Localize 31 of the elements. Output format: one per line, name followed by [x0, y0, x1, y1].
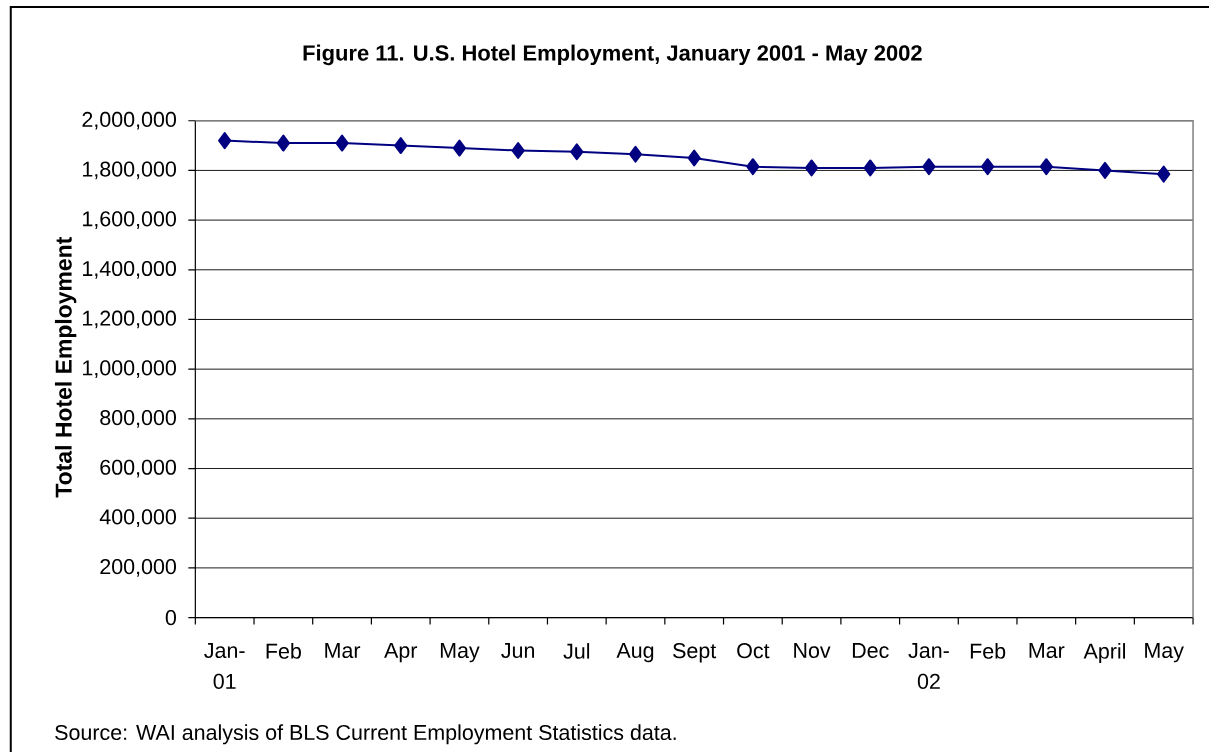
y-tick-label: 2,000,000 [82, 111, 176, 130]
y-tick-label: 400,000 [99, 509, 176, 527]
x-tick-label: April [1083, 642, 1126, 663]
x-tick-label: Feb [266, 642, 301, 659]
x-tick-label: Apr [384, 642, 418, 663]
y-tick-label: 1,200,000 [83, 310, 176, 329]
x-tick-label: Sept [673, 642, 717, 663]
x-tick-label: Dec [852, 642, 889, 658]
x-tick-label: Mar [325, 642, 361, 658]
x-tick-label: Aug [616, 642, 654, 663]
x-tick-label: Nov [794, 642, 831, 658]
x-tick-label: Feb [970, 642, 1006, 659]
y-tick-label: 1,600,000 [83, 211, 176, 229]
source-note: Source: WAI analysis of BLS Current Employment Statistics data. [55, 724, 676, 745]
y-tick-label: 200,000 [100, 558, 176, 577]
x-tick-label: May [1145, 642, 1184, 663]
x-tick-label: Jul [563, 642, 590, 659]
x-tick-label: Jan-01 [204, 642, 245, 689]
x-tick-label: Jun [501, 642, 535, 658]
y-tick-label: 600,000 [100, 459, 176, 478]
x-tick-label: May [440, 642, 480, 663]
x-tick-label: Mar [1029, 642, 1065, 658]
y-tick-label: 1,000,000 [83, 360, 176, 378]
chart-title: Figure 11. U.S. Hotel Employment, January 2001 - May 2002 [303, 44, 922, 66]
y-tick-label: 1,800,000 [83, 161, 176, 180]
x-tick-label: Jan-02 [908, 642, 949, 689]
y-tick-label: 0 [165, 609, 177, 626]
y-tick-label: 800,000 [100, 409, 176, 428]
y-axis-title: Total Hotel Employment [54, 236, 77, 498]
x-tick-label: Oct [737, 642, 770, 659]
y-tick-label: 1,400,000 [83, 260, 176, 279]
